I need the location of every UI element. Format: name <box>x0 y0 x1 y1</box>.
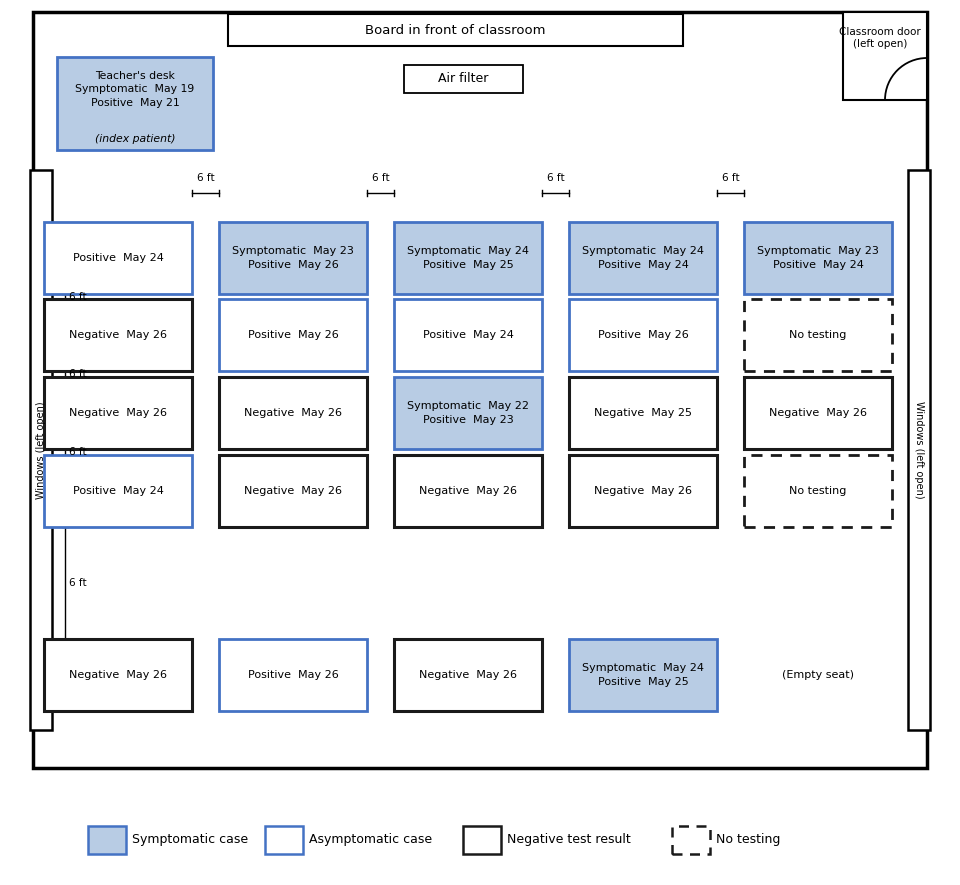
Text: Negative  May 26: Negative May 26 <box>419 670 517 680</box>
Bar <box>44 455 192 527</box>
Text: Board in front of classroom: Board in front of classroom <box>365 24 545 36</box>
Bar <box>744 455 892 527</box>
Text: Negative  May 26: Negative May 26 <box>594 486 692 496</box>
Text: 6 ft: 6 ft <box>546 173 564 183</box>
Bar <box>33 12 927 768</box>
Bar <box>44 377 192 449</box>
Bar <box>569 639 717 711</box>
Bar <box>219 455 367 527</box>
Text: Symptomatic case: Symptomatic case <box>132 834 248 846</box>
Bar <box>30 170 52 730</box>
Bar <box>569 377 717 449</box>
Text: Negative  May 26: Negative May 26 <box>69 330 167 340</box>
Text: 6 ft: 6 ft <box>69 369 86 379</box>
Text: Negative  May 26: Negative May 26 <box>244 486 342 496</box>
Bar <box>44 299 192 371</box>
Bar <box>219 299 367 371</box>
Bar <box>569 222 717 294</box>
Text: 6 ft: 6 ft <box>372 173 390 183</box>
Text: (index patient): (index patient) <box>95 134 176 144</box>
Text: Symptomatic  May 24
Positive  May 25: Symptomatic May 24 Positive May 25 <box>407 246 529 270</box>
Text: Asymptomatic case: Asymptomatic case <box>309 834 432 846</box>
Text: Windows (left open): Windows (left open) <box>36 401 46 499</box>
Text: Positive  May 26: Positive May 26 <box>248 670 338 680</box>
Text: Negative  May 26: Negative May 26 <box>69 408 167 418</box>
Bar <box>219 639 367 711</box>
Bar <box>908 170 930 730</box>
Text: 6 ft: 6 ft <box>197 173 214 183</box>
Bar <box>57 57 213 150</box>
Bar <box>744 377 892 449</box>
Text: No testing: No testing <box>789 486 847 496</box>
Text: Air filter: Air filter <box>439 73 489 86</box>
Text: 6 ft: 6 ft <box>69 578 86 588</box>
Bar <box>88 826 126 854</box>
Text: Negative  May 26: Negative May 26 <box>244 408 342 418</box>
Bar <box>219 222 367 294</box>
Bar <box>744 222 892 294</box>
Bar <box>394 222 542 294</box>
Bar <box>843 12 927 100</box>
Bar <box>219 377 367 449</box>
Bar <box>404 65 523 93</box>
Text: No testing: No testing <box>789 330 847 340</box>
Bar <box>569 455 717 527</box>
Text: Positive  May 26: Positive May 26 <box>248 330 338 340</box>
Text: Negative  May 26: Negative May 26 <box>419 486 517 496</box>
Bar <box>672 826 710 854</box>
Text: Negative  May 25: Negative May 25 <box>594 408 692 418</box>
Text: Positive  May 26: Positive May 26 <box>598 330 688 340</box>
Text: Symptomatic  May 24
Positive  May 24: Symptomatic May 24 Positive May 24 <box>582 246 704 270</box>
Bar <box>394 299 542 371</box>
Bar <box>265 826 303 854</box>
Text: (Empty seat): (Empty seat) <box>782 670 854 680</box>
Bar <box>228 14 683 46</box>
Text: Windows (left open): Windows (left open) <box>914 401 924 499</box>
Text: Symptomatic  May 23
Positive  May 24: Symptomatic May 23 Positive May 24 <box>757 246 879 270</box>
Text: Symptomatic  May 23
Positive  May 26: Symptomatic May 23 Positive May 26 <box>232 246 354 270</box>
Text: Positive  May 24: Positive May 24 <box>422 330 514 340</box>
Text: 6 ft: 6 ft <box>69 447 86 457</box>
Text: Negative  May 26: Negative May 26 <box>769 408 867 418</box>
Bar <box>463 826 501 854</box>
Text: 6 ft: 6 ft <box>69 291 86 302</box>
Text: Symptomatic  May 24
Positive  May 25: Symptomatic May 24 Positive May 25 <box>582 664 704 687</box>
Text: 6 ft: 6 ft <box>722 173 739 183</box>
Bar <box>44 639 192 711</box>
Bar <box>744 299 892 371</box>
Bar <box>394 639 542 711</box>
Text: No testing: No testing <box>716 834 780 846</box>
Bar <box>394 377 542 449</box>
Text: Positive  May 24: Positive May 24 <box>73 253 163 263</box>
Text: Symptomatic  May 22
Positive  May 23: Symptomatic May 22 Positive May 23 <box>407 402 529 425</box>
Bar <box>394 455 542 527</box>
Text: Negative test result: Negative test result <box>507 834 631 846</box>
Text: Negative  May 26: Negative May 26 <box>69 670 167 680</box>
Bar <box>44 222 192 294</box>
Text: Classroom door
(left open): Classroom door (left open) <box>839 27 921 50</box>
Bar <box>569 299 717 371</box>
Text: Positive  May 24: Positive May 24 <box>73 486 163 496</box>
Text: Teacher's desk
Symptomatic  May 19
Positive  May 21: Teacher's desk Symptomatic May 19 Positi… <box>76 72 195 108</box>
